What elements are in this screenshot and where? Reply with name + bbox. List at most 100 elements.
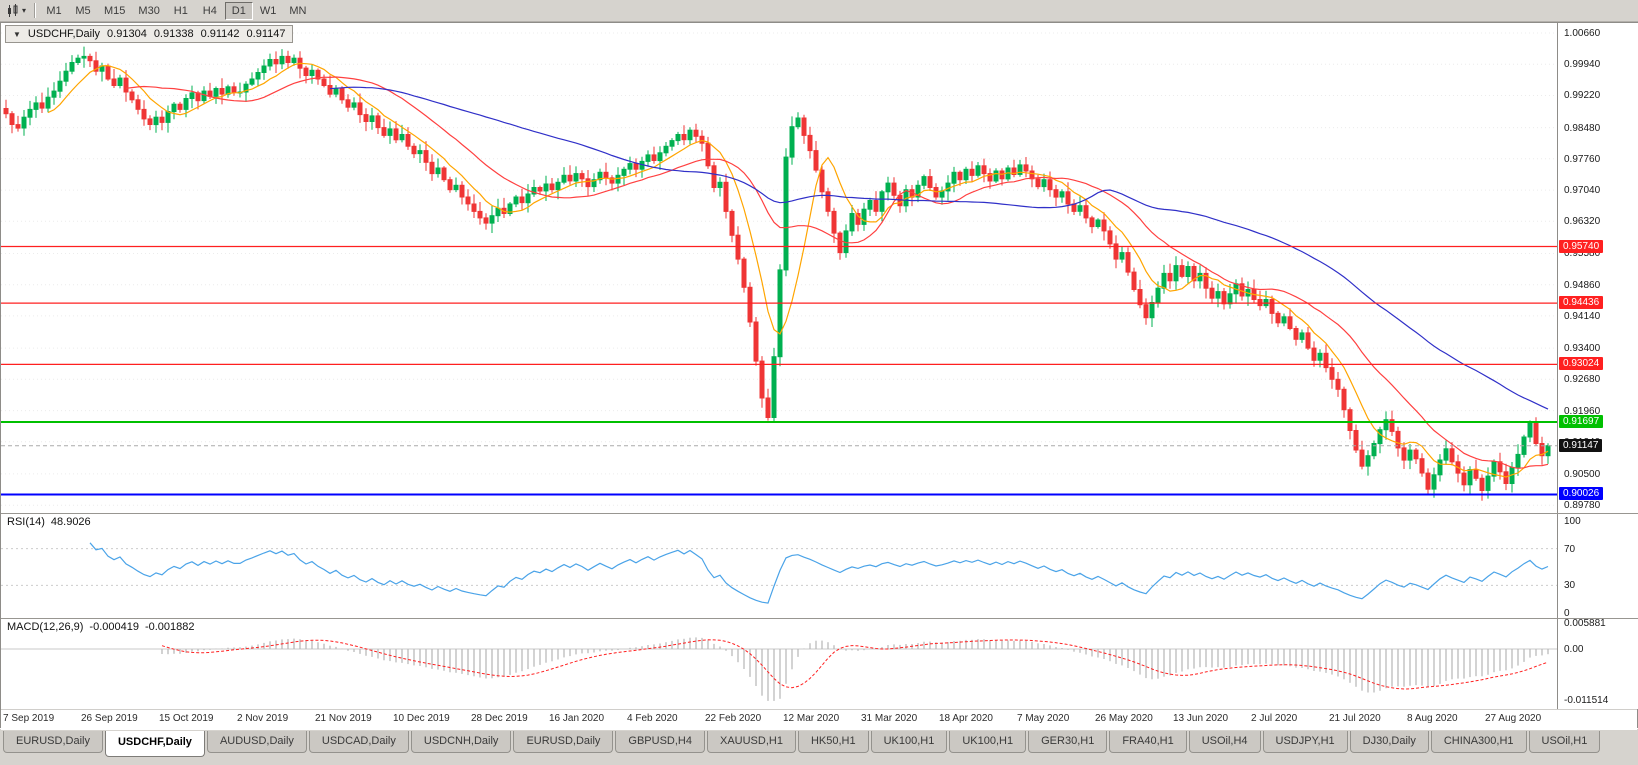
price-chart-pane[interactable] (1, 23, 1557, 513)
chart-window: ▼ USDCHF,Daily 0.91304 0.91338 0.91142 0… (0, 22, 1638, 730)
date-label: 12 Mar 2020 (783, 713, 840, 724)
price-axis-label: 0.90500 (1564, 468, 1601, 480)
date-label: 26 Sep 2019 (81, 713, 138, 724)
date-label: 2 Nov 2019 (237, 713, 289, 724)
price-axis-label: 0.94860 (1564, 279, 1601, 291)
price-close: 0.91147 (246, 28, 286, 40)
dropdown-caret-icon: ▾ (22, 6, 27, 15)
date-label: 28 Dec 2019 (471, 713, 528, 724)
current-price-tag: 0.91147 (1559, 438, 1603, 452)
timeframe-m1[interactable]: M1 (46, 4, 62, 17)
date-label: 27 Aug 2020 (1485, 713, 1542, 724)
tab-fra40-h1[interactable]: FRA40,H1 (1109, 731, 1187, 753)
tab-usoil-h4[interactable]: USOil,H4 (1188, 731, 1261, 753)
time-axis[interactable]: 7 Sep 2019 26 Sep 2019 15 Oct 2019 2 Nov 20… (1, 709, 1637, 730)
rsi-axis-label: 100 (1564, 516, 1581, 527)
timeframe-mn[interactable]: MN (289, 4, 307, 17)
tab-hk50-h1[interactable]: HK50,H1 (797, 731, 869, 753)
price-axis-label: 0.94140 (1564, 310, 1601, 322)
tab-usoil-h1[interactable]: USOil,H1 (1528, 731, 1601, 753)
date-label: 7 Sep 2019 (3, 713, 55, 724)
date-label: 8 Aug 2020 (1407, 713, 1458, 724)
date-label: 2 Jul 2020 (1251, 713, 1298, 724)
tab-usdchf-daily[interactable]: USDCHF,Daily (104, 731, 205, 757)
timeframe-h4[interactable]: H4 (202, 4, 217, 17)
timeframe-m5[interactable]: M5 (75, 4, 91, 17)
toolbar-separator (34, 3, 36, 18)
tab-usdcnh-daily[interactable]: USDCNH,Daily (410, 731, 512, 753)
tab-xauusd-h1[interactable]: XAUUSD,H1 (706, 731, 796, 753)
level-price-tag: 0.90026 (1559, 487, 1604, 501)
timeframe-d1[interactable]: D1 (224, 1, 253, 20)
pane-separator[interactable] (1, 513, 1637, 514)
macd-pane[interactable]: MACD(12,26,9) -0.000419 -0.001882 (1, 618, 1557, 709)
tab-dj30-daily[interactable]: DJ30,Daily (1349, 731, 1429, 753)
date-label: 16 Jan 2020 (549, 713, 605, 724)
rsi-axis-label: 30 (1564, 580, 1576, 592)
top-toolbar: ▾ M1 M5 M15 M30 H1 H4 D1 W1 MN (0, 0, 1638, 22)
level-price-tag: 0.94436 (1559, 296, 1604, 310)
timeframe-m30[interactable]: M30 (138, 4, 160, 17)
price-axis-label: 0.95580 (1564, 248, 1601, 260)
level-price-tag: 0.95740 (1559, 239, 1604, 253)
tab-uk100-h1[interactable]: UK100,H1 (949, 731, 1027, 753)
tab-china300-h1[interactable]: CHINA300,H1 (1430, 731, 1527, 753)
price-axis-label: 0.89780 (1564, 500, 1601, 512)
date-label: 10 Dec 2019 (393, 713, 450, 724)
date-label: 4 Feb 2020 (627, 713, 678, 724)
macd-value-1: -0.000419 (89, 621, 139, 633)
price-axis-label: 0.97760 (1564, 153, 1601, 165)
rsi-axis-label: 0 (1564, 608, 1570, 619)
timeframe-h1[interactable]: H1 (173, 4, 188, 17)
date-label: 21 Jul 2020 (1329, 713, 1381, 724)
timeframe-toolbar: M1 M5 M15 M30 H1 H4 D1 W1 MN (40, 1, 312, 20)
macd-value-2: -0.001882 (144, 621, 195, 633)
price-open: 0.91304 (107, 28, 147, 40)
level-price-tag: 0.93024 (1559, 357, 1604, 371)
collapse-arrow-icon[interactable]: ▼ (13, 29, 21, 39)
price-axis-label: 0.97040 (1564, 185, 1601, 197)
tab-eurusd-daily[interactable]: EURUSD,Daily (513, 731, 614, 753)
candlestick-glyph (8, 3, 18, 17)
rsi-value: 48.9026 (50, 516, 91, 528)
level-price-tag: 0.91697 (1559, 414, 1604, 428)
macd-axis-label: -0.011514 (1564, 694, 1609, 706)
price-axis-label: 1.00660 (1564, 27, 1601, 39)
tab-gbpusd-h4[interactable]: GBPUSD,H4 (615, 731, 705, 753)
tab-ger30-h1[interactable]: GER30,H1 (1028, 731, 1108, 753)
date-label: 21 Nov 2019 (315, 713, 372, 724)
pane-separator[interactable] (1, 618, 1637, 619)
tab-usdcad-daily[interactable]: USDCAD,Daily (308, 731, 409, 753)
price-axis-label: 0.99220 (1564, 90, 1601, 102)
price-axis-label: 0.96320 (1564, 216, 1601, 228)
price-axis-label: 0.98480 (1564, 122, 1601, 134)
price-axis-label: 0.99940 (1564, 59, 1601, 71)
macd-axis-label: 0.005881 (1564, 618, 1606, 630)
chart-type-icon[interactable]: ▾ (4, 3, 29, 19)
date-label: 31 Mar 2020 (861, 713, 918, 724)
timeframe-m15[interactable]: M15 (104, 4, 126, 17)
date-label: 26 May 2020 (1095, 713, 1153, 724)
tab-uk100-h1[interactable]: UK100,H1 (870, 731, 948, 753)
chart-symbol: USDCHF,Daily (27, 28, 101, 40)
macd-label-row: MACD(12,26,9) -0.000419 -0.001882 (7, 621, 195, 633)
tab-eurusd-daily[interactable]: EURUSD,Daily (3, 731, 103, 753)
macd-axis-label: 0.00 (1564, 644, 1584, 655)
rsi-pane[interactable]: RSI(14) 48.9026 (1, 513, 1557, 618)
price-high: 0.91338 (153, 28, 194, 40)
tab-audusd-daily[interactable]: AUDUSD,Daily (206, 731, 307, 753)
price-axis-label: 0.91960 (1564, 405, 1601, 417)
chart-tabs: EURUSD,Daily USDCHF,Daily AUDUSD,Daily USDC… (0, 728, 1638, 765)
date-label: 7 May 2020 (1017, 713, 1070, 724)
tab-usdjpy-h1[interactable]: USDJPY,H1 (1262, 731, 1348, 753)
rsi-label-row: RSI(14) 48.9026 (7, 516, 91, 528)
price-axis-label: 0.92680 (1564, 374, 1601, 386)
timeframe-w1[interactable]: W1 (259, 4, 277, 17)
date-label: 22 Feb 2020 (705, 713, 762, 724)
price-axis-label: 0.93400 (1564, 343, 1601, 355)
rsi-label: RSI(14) (7, 516, 45, 528)
price-axis[interactable]: 1.00660 0.99940 0.99220 0.98480 0.97760 0.970… (1557, 23, 1638, 709)
macd-label: MACD(12,26,9) (7, 621, 84, 633)
rsi-axis-label: 70 (1564, 543, 1576, 555)
date-label: 13 Jun 2020 (1173, 713, 1229, 724)
